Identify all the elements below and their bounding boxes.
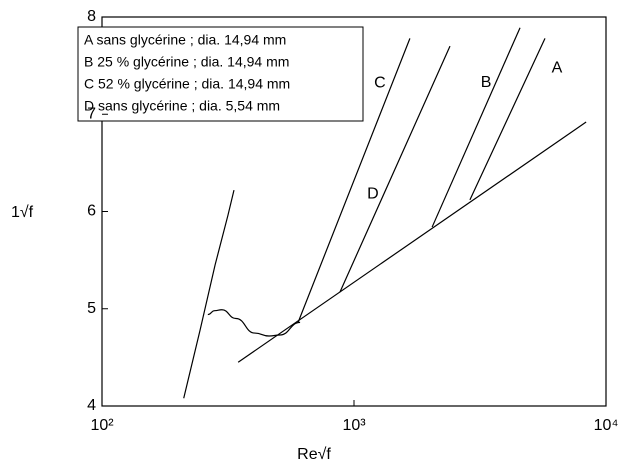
series-line: [339, 45, 451, 293]
x-tick-label: 10²: [90, 417, 114, 434]
series-label: D: [367, 185, 379, 202]
x-tick-label: 10³: [342, 417, 366, 434]
legend-entry: B 25 % glycérine ; dia. 14,94 mm: [84, 54, 289, 70]
legend-entry: D sans glycérine ; dia. 5,54 mm: [84, 98, 280, 114]
y-tick-label: 6: [87, 203, 96, 220]
y-tick-label: 7: [87, 105, 96, 122]
series-line: [469, 38, 546, 201]
series-line: [183, 189, 235, 399]
x-axis-label: Re√f: [297, 446, 331, 463]
x-tick-label: 10⁴: [594, 417, 619, 434]
series-label: A: [552, 60, 563, 77]
series-line: [237, 121, 587, 363]
y-tick-label: 4: [87, 397, 96, 414]
y-axis-label: 1√f: [11, 204, 34, 221]
series-label: C: [374, 75, 386, 92]
series-line: [297, 38, 411, 323]
series-line: [431, 27, 521, 228]
series-label: B: [481, 74, 492, 91]
y-tick-label: 8: [87, 8, 96, 25]
legend-box: [77, 26, 364, 122]
y-tick-label: 5: [87, 300, 96, 317]
legend-entry: A sans glycérine ; dia. 14,94 mm: [84, 32, 286, 48]
series-line: [207, 309, 301, 337]
legend-entry: C 52 % glycérine ; dia. 14,94 mm: [84, 76, 290, 92]
